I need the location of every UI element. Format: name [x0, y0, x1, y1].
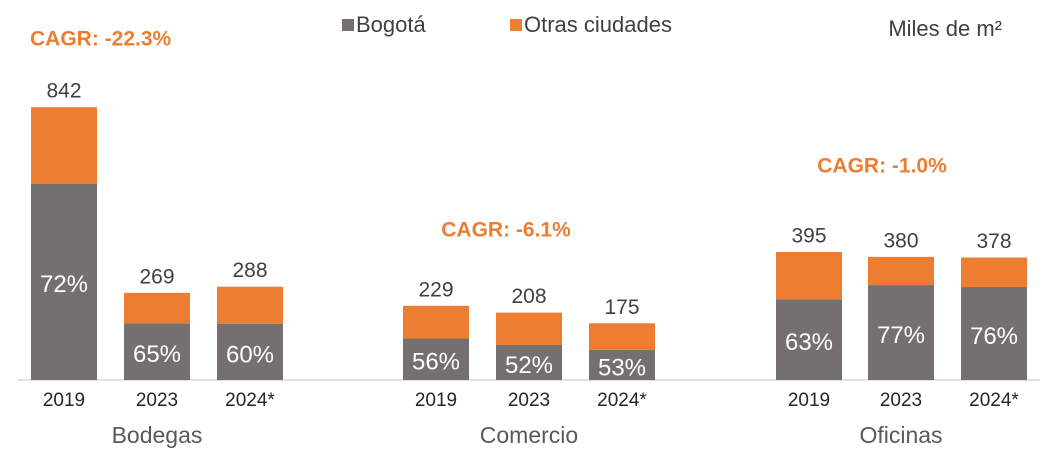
group-label: Oficinas — [859, 422, 942, 448]
group-label: Bodegas — [112, 422, 203, 448]
share-label: 56% — [412, 349, 460, 376]
x-tick-label: 2023 — [508, 390, 550, 411]
bar-segment — [31, 183, 97, 380]
x-tick-label: 2024* — [969, 390, 1019, 411]
unit-label: Miles de m² — [888, 16, 1002, 41]
bar-segment — [776, 299, 842, 380]
share-label: 65% — [133, 341, 181, 368]
bar-segment — [124, 323, 190, 380]
bar-segment — [589, 349, 655, 380]
share-label: 76% — [970, 323, 1018, 350]
share-label: 72% — [40, 271, 88, 298]
bar-segment — [961, 287, 1027, 380]
total-label: 208 — [511, 285, 546, 308]
bar-segment — [217, 323, 283, 380]
x-tick-label: 2019 — [415, 390, 457, 411]
group-label: Comercio — [480, 422, 578, 448]
share-label: 53% — [598, 354, 646, 381]
bar-segment — [589, 323, 655, 350]
bar-segment — [868, 256, 934, 286]
total-label: 395 — [791, 225, 826, 248]
bar-segment — [496, 345, 562, 380]
legend-swatch — [510, 19, 522, 31]
cagr-label: CAGR: -6.1% — [441, 219, 571, 242]
bar-segment — [403, 305, 469, 339]
x-tick-label: 2024* — [225, 390, 275, 411]
total-label: 842 — [46, 80, 81, 103]
share-label: 63% — [785, 329, 833, 356]
bar-segment — [403, 338, 469, 380]
x-tick-label: 2024* — [597, 390, 647, 411]
x-tick-label: 2023 — [880, 390, 922, 411]
share-label: 60% — [226, 341, 274, 368]
cagr-label: CAGR: -1.0% — [817, 155, 947, 178]
x-tick-label: 2023 — [136, 390, 178, 411]
bar-segment — [776, 252, 842, 300]
x-tick-label: 2019 — [788, 390, 830, 411]
share-label: 77% — [877, 322, 925, 349]
bar-segment — [496, 312, 562, 346]
total-label: 378 — [976, 230, 1011, 253]
bar-segment — [217, 286, 283, 324]
bar-segment — [868, 285, 934, 380]
cagr-label: CAGR: -22.3% — [30, 28, 172, 51]
bar-segment — [31, 107, 97, 184]
share-label: 52% — [505, 352, 553, 379]
legend-label: Bogotá — [356, 12, 426, 37]
legend-label: Otras ciudades — [524, 12, 672, 37]
bar-segment — [124, 292, 190, 324]
legend-swatch — [342, 19, 354, 31]
total-label: 175 — [604, 296, 639, 319]
total-label: 269 — [139, 265, 174, 288]
total-label: 288 — [232, 259, 267, 282]
bar-segment — [961, 257, 1027, 288]
total-label: 229 — [418, 278, 453, 301]
x-tick-label: 2019 — [43, 390, 85, 411]
total-label: 380 — [883, 229, 918, 252]
